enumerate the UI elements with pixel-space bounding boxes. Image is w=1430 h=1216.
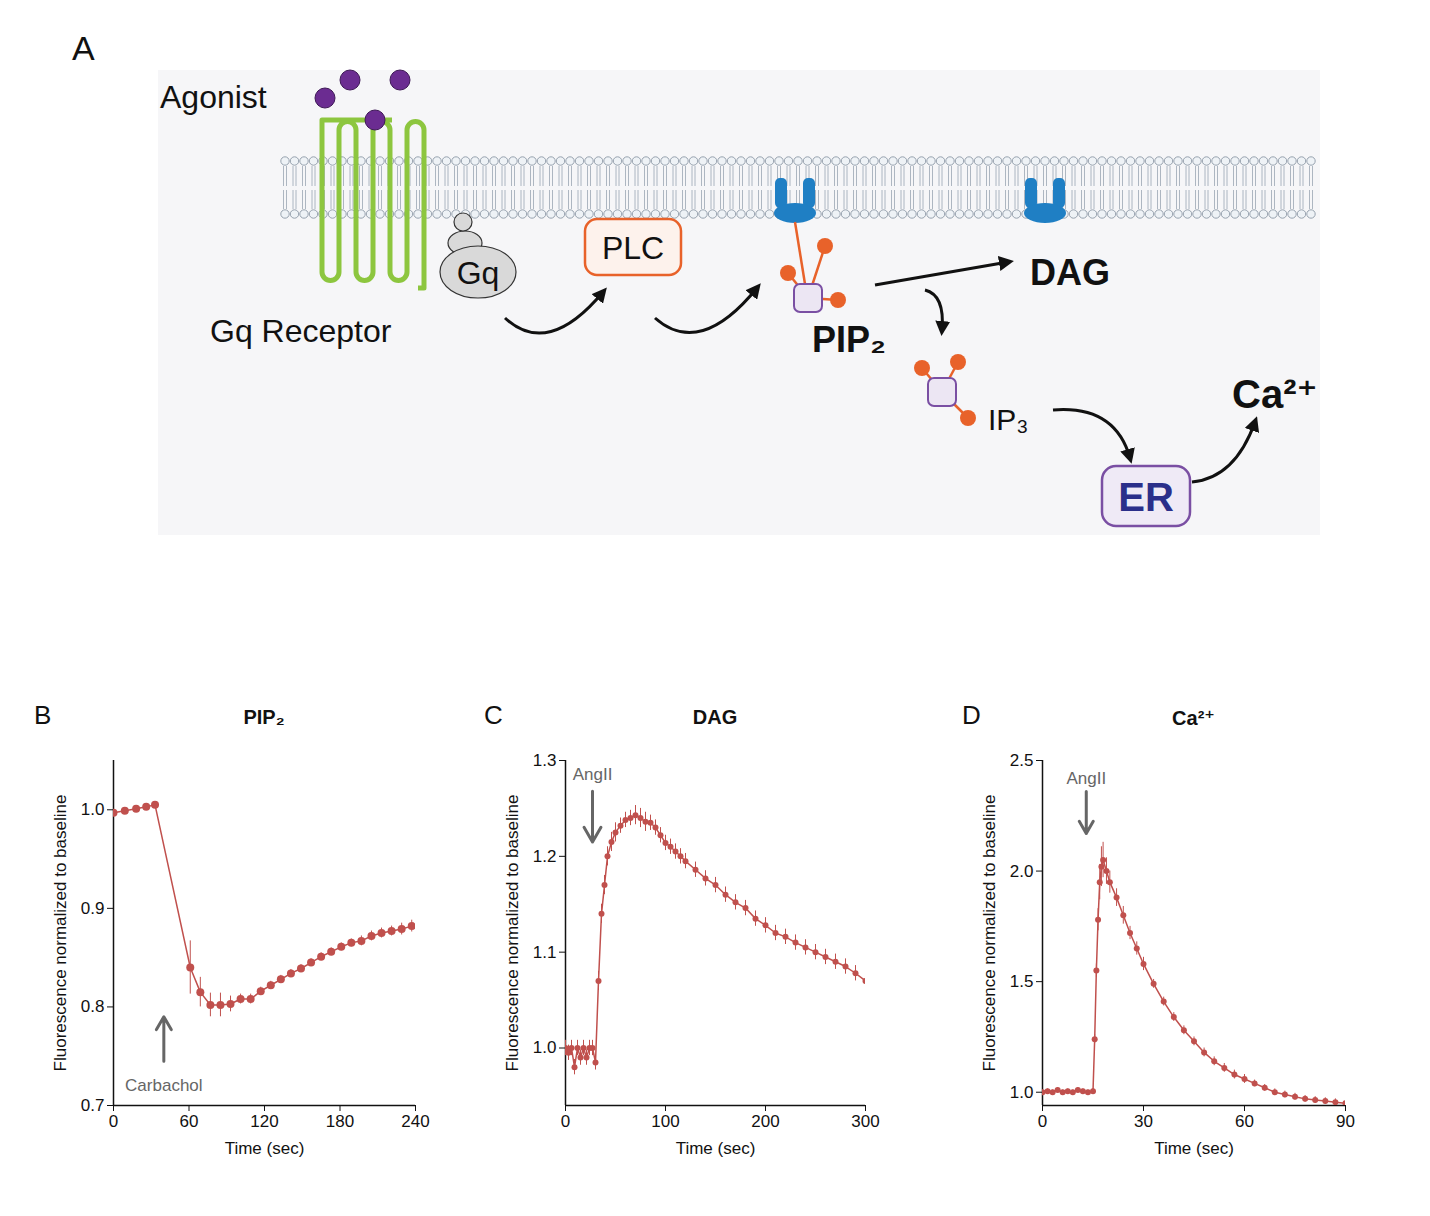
- svg-text:ER: ER: [1118, 475, 1174, 519]
- svg-text:0.8: 0.8: [81, 997, 105, 1016]
- svg-text:AngII: AngII: [573, 765, 613, 784]
- svg-text:0.7: 0.7: [81, 1096, 105, 1115]
- svg-text:Agonist: Agonist: [160, 79, 267, 115]
- svg-text:120: 120: [250, 1112, 278, 1131]
- svg-text:Ca²⁺: Ca²⁺: [1232, 372, 1318, 416]
- svg-text:Gq: Gq: [457, 255, 500, 291]
- svg-text:100: 100: [651, 1112, 679, 1131]
- svg-text:Gq Receptor: Gq Receptor: [210, 313, 392, 349]
- svg-text:300: 300: [851, 1112, 879, 1131]
- svg-text:2.0: 2.0: [1010, 862, 1034, 881]
- svg-text:240: 240: [401, 1112, 429, 1131]
- svg-text:PLC: PLC: [602, 230, 664, 266]
- svg-text:1.0: 1.0: [81, 800, 105, 819]
- html-text:C: C: [484, 700, 503, 730]
- svg-text:30: 30: [1134, 1112, 1153, 1131]
- svg-text:1.1: 1.1: [533, 943, 557, 962]
- html-text:D: D: [962, 700, 981, 730]
- svg-text:Time (sec): Time (sec): [676, 1139, 756, 1158]
- html-text:B: B: [34, 700, 52, 730]
- svg-text:Fluorescence normalized to bas: Fluorescence normalized to baseline: [51, 795, 70, 1072]
- html-text:DAG: DAG: [692, 706, 738, 728]
- svg-text:0: 0: [561, 1112, 570, 1131]
- svg-text:2.5: 2.5: [1010, 751, 1034, 770]
- svg-text:60: 60: [180, 1112, 199, 1131]
- svg-text:AngII: AngII: [1066, 769, 1106, 788]
- svg-text:Carbachol: Carbachol: [125, 1076, 203, 1095]
- svg-text:0: 0: [109, 1112, 118, 1131]
- svg-text:A: A: [72, 29, 95, 67]
- svg-text:PIP₂: PIP₂: [812, 319, 886, 360]
- svg-text:0.9: 0.9: [81, 899, 105, 918]
- svg-text:60: 60: [1235, 1112, 1254, 1131]
- svg-text:DAG: DAG: [1030, 252, 1110, 293]
- html-text:Ca²⁺: Ca²⁺: [1172, 707, 1215, 729]
- html-text:PIP₂: PIP₂: [243, 706, 285, 728]
- svg-text:200: 200: [751, 1112, 779, 1131]
- svg-text:Time (sec): Time (sec): [225, 1139, 305, 1158]
- svg-text:0: 0: [1038, 1112, 1047, 1131]
- svg-text:1.0: 1.0: [533, 1038, 557, 1057]
- svg-text:1.2: 1.2: [533, 847, 557, 866]
- svg-text:90: 90: [1336, 1112, 1355, 1131]
- svg-text:180: 180: [326, 1112, 354, 1131]
- svg-text:Time (sec): Time (sec): [1154, 1139, 1234, 1158]
- svg-text:Fluorescence normalized to bas: Fluorescence normalized to baseline: [980, 795, 999, 1072]
- svg-text:Fluorescence normalized to bas: Fluorescence normalized to baseline: [503, 795, 522, 1072]
- svg-text:1.3: 1.3: [533, 751, 557, 770]
- svg-text:1.5: 1.5: [1010, 972, 1034, 991]
- svg-text:IP₃: IP₃: [988, 403, 1029, 436]
- svg-text:1.0: 1.0: [1010, 1083, 1034, 1102]
